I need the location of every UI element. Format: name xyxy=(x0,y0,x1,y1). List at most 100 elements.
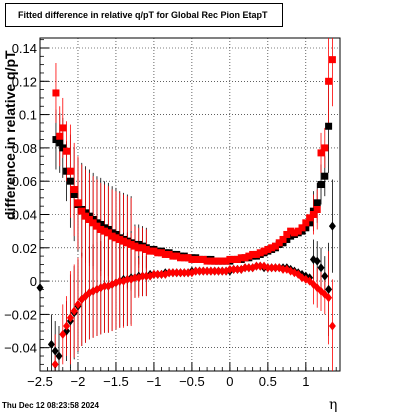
square-marker xyxy=(313,199,321,207)
square-marker xyxy=(260,247,268,255)
x-tick-label: 0 xyxy=(226,374,233,389)
square-marker xyxy=(52,89,60,97)
diamond-marker xyxy=(47,339,55,349)
diamond-marker xyxy=(328,221,336,231)
diamond-marker xyxy=(51,359,59,369)
square-marker xyxy=(142,245,150,253)
square-marker xyxy=(294,227,302,235)
square-marker xyxy=(214,257,222,265)
square-marker xyxy=(275,239,283,247)
square-marker xyxy=(306,214,314,222)
square-marker xyxy=(139,244,147,252)
x-tick-label: −2.5 xyxy=(27,374,53,389)
square-marker xyxy=(290,229,298,237)
square-marker xyxy=(230,255,238,263)
square-marker xyxy=(56,139,64,147)
square-marker xyxy=(184,254,192,262)
diamond-marker xyxy=(230,264,238,274)
square-marker xyxy=(78,207,86,215)
diamond-marker xyxy=(195,266,203,276)
square-marker xyxy=(70,191,78,199)
square-marker xyxy=(74,199,82,207)
x-axis-label: η xyxy=(329,397,338,413)
square-marker xyxy=(302,224,310,232)
square-marker xyxy=(173,252,181,260)
diamond-marker xyxy=(154,269,162,279)
square-marker xyxy=(321,172,329,180)
x-tick-label: −0.5 xyxy=(179,374,205,389)
square-marker xyxy=(85,215,93,223)
diamond-marker xyxy=(245,263,253,273)
square-marker xyxy=(177,254,185,262)
square-marker xyxy=(302,219,310,227)
diamond-marker xyxy=(116,276,124,286)
square-marker xyxy=(59,144,67,152)
diamond-marker xyxy=(256,261,264,271)
diamond-marker xyxy=(325,284,333,294)
square-marker xyxy=(180,254,188,262)
diamond-marker xyxy=(70,306,78,316)
square-marker xyxy=(309,210,317,218)
square-marker xyxy=(207,257,215,265)
square-marker xyxy=(131,242,139,250)
square-marker xyxy=(241,254,249,262)
square-marker xyxy=(325,122,333,130)
diamond-marker xyxy=(252,261,260,271)
square-marker xyxy=(287,232,295,240)
square-marker xyxy=(317,181,325,189)
x-tick-label: −1 xyxy=(147,374,162,389)
square-marker xyxy=(195,255,203,263)
diamond-marker xyxy=(74,299,82,309)
square-marker xyxy=(82,212,90,220)
diamond-marker xyxy=(313,256,321,266)
square-marker xyxy=(89,219,97,227)
square-marker xyxy=(313,205,321,213)
plot-frame xyxy=(39,37,341,372)
square-marker xyxy=(158,249,166,257)
datestamp: Thu Dec 12 08:23:58 2024 xyxy=(2,401,99,410)
diamond-marker xyxy=(199,266,207,276)
axes: −2.5 −2 −1.5 −1 −0.5 0 0.5 1 −0.04 −0.02 0 0.02 0.04… xyxy=(4,39,337,389)
diamond-marker xyxy=(139,271,147,281)
diamond-marker xyxy=(211,266,219,276)
square-marker xyxy=(192,255,200,263)
diamond-marker xyxy=(173,268,181,278)
square-marker xyxy=(120,237,128,245)
square-marker xyxy=(271,242,279,250)
diamond-marker xyxy=(317,263,325,273)
diamond-marker xyxy=(226,264,234,274)
square-marker xyxy=(264,245,272,253)
square-marker xyxy=(306,219,314,227)
square-marker xyxy=(169,252,177,260)
square-marker xyxy=(279,235,287,243)
square-marker xyxy=(116,235,124,243)
square-marker xyxy=(56,132,64,140)
diamond-marker xyxy=(214,266,222,276)
data-points xyxy=(36,56,336,369)
diamond-marker xyxy=(180,268,188,278)
diamond-marker xyxy=(66,313,74,323)
square-marker xyxy=(321,144,329,152)
diamond-marker xyxy=(321,271,329,281)
square-marker xyxy=(249,250,257,258)
diamond-marker xyxy=(158,269,166,279)
y-tick-label: 0.08 xyxy=(12,141,37,156)
square-marker xyxy=(245,252,253,260)
square-marker xyxy=(328,56,336,64)
diamond-marker xyxy=(142,271,150,281)
diamond-marker xyxy=(192,266,200,276)
diamond-marker xyxy=(36,283,44,293)
square-marker xyxy=(52,136,60,144)
y-tick-label: 0.14 xyxy=(12,41,37,56)
square-marker xyxy=(161,250,169,258)
error-bars xyxy=(39,38,333,371)
square-marker xyxy=(66,177,74,185)
square-marker xyxy=(211,257,219,265)
diamond-marker xyxy=(233,264,241,274)
diamond-marker xyxy=(63,321,71,331)
diamond-marker xyxy=(325,293,333,303)
square-marker xyxy=(135,244,143,252)
square-marker xyxy=(283,230,291,238)
y-tick-label: 0.12 xyxy=(12,74,37,89)
square-marker xyxy=(112,234,120,242)
